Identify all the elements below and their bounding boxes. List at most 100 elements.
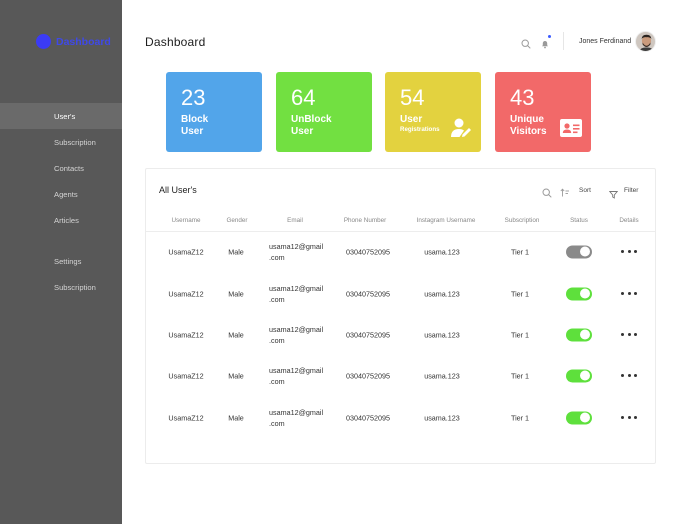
stat-value: 23: [181, 85, 206, 110]
contact-card-icon: [559, 116, 583, 140]
cell-subscription: Tier 1: [510, 330, 530, 339]
toggle-knob: [580, 329, 590, 340]
brand-logo-icon: [36, 34, 51, 49]
table-row[interactable]: UsamaZ12 Male usama12@gmail .com 03040752095…: [146, 231, 655, 272]
cell-email-line1: usama12@gmail: [269, 241, 324, 251]
table-row[interactable]: UsamaZ12 Male usama12@gmail .com 03040752095…: [146, 397, 655, 438]
header-divider-line: [146, 231, 655, 232]
cell-phone: 03040752095: [346, 330, 390, 339]
column-header-instagram[interactable]: Instagram Username: [416, 217, 476, 224]
column-header-subscription[interactable]: Subscription: [504, 217, 540, 224]
cell-username: UsamaZ12: [168, 289, 204, 298]
cell-email-line2: .com: [269, 335, 285, 345]
filter-icon[interactable]: [608, 186, 619, 199]
column-header-status[interactable]: Status: [570, 217, 588, 224]
filter-button[interactable]: Filter: [624, 187, 639, 194]
column-header-username[interactable]: Username: [171, 217, 201, 224]
table-search-icon[interactable]: [542, 185, 552, 198]
sidebar-item-label: Subscription: [54, 137, 96, 147]
table-row[interactable]: UsamaZ12 Male usama12@gmail .com 03040752095…: [146, 314, 655, 355]
user-edit-icon: [449, 116, 473, 140]
cell-gender: Male: [228, 371, 244, 380]
stat-label-line1: UnBlock: [291, 114, 332, 125]
stat-card-unblock-user[interactable]: 64 UnBlock User: [276, 72, 372, 152]
page-title: Dashboard: [145, 35, 206, 49]
more-options-icon[interactable]: [621, 331, 637, 339]
sort-button[interactable]: Sort: [579, 187, 591, 194]
status-toggle[interactable]: [566, 245, 592, 258]
status-toggle[interactable]: [566, 411, 592, 424]
column-header-details[interactable]: Details: [619, 217, 639, 224]
brand[interactable]: Dashboard: [36, 34, 111, 49]
header-divider: [563, 32, 564, 50]
sidebar-item-label: Settings: [54, 256, 82, 266]
cell-subscription: Tier 1: [510, 247, 530, 256]
column-header-email[interactable]: Email: [287, 217, 303, 224]
more-options-icon[interactable]: [621, 248, 637, 256]
cell-username: UsamaZ12: [168, 413, 204, 422]
cell-gender: Male: [228, 289, 244, 298]
sidebar-item-subscription-2[interactable]: Subscription: [0, 274, 122, 300]
cell-username: UsamaZ12: [168, 330, 204, 339]
stat-label-line2: Visitors: [510, 126, 547, 137]
sidebar-item-articles[interactable]: Articles: [0, 207, 122, 233]
cell-instagram: usama.123: [424, 247, 460, 256]
stat-card-block-user[interactable]: 23 Block User: [166, 72, 262, 152]
sidebar-item-label: Subscription: [54, 282, 96, 292]
cell-subscription: Tier 1: [510, 371, 530, 380]
table-row[interactable]: UsamaZ12 Male usama12@gmail .com 03040752095…: [146, 273, 655, 314]
column-header-phone[interactable]: Phone Number: [343, 217, 387, 224]
stat-card-unique-visitors[interactable]: 43 Unique Visitors: [495, 72, 591, 152]
cell-subscription: Tier 1: [510, 289, 530, 298]
more-options-icon[interactable]: [621, 414, 637, 422]
user-name[interactable]: Jones Ferdinand: [579, 38, 632, 45]
stat-value: 54: [400, 85, 425, 110]
sidebar-item-agents[interactable]: Agents: [0, 181, 122, 207]
table-row[interactable]: UsamaZ12 Male usama12@gmail .com 03040752095…: [146, 355, 655, 396]
sidebar-item-subscription[interactable]: Subscription: [0, 129, 122, 155]
more-options-icon[interactable]: [621, 372, 637, 380]
stat-label-line1: User: [400, 114, 423, 125]
cell-phone: 03040752095: [346, 371, 390, 380]
cell-instagram: usama.123: [424, 371, 460, 380]
sidebar-item-users[interactable]: User's: [0, 103, 122, 129]
sidebar-item-label: Articles: [54, 215, 79, 225]
cell-email-line2: .com: [269, 294, 285, 304]
status-toggle[interactable]: [566, 369, 592, 382]
stat-label-line2: User: [291, 126, 314, 137]
stat-label: Block User: [181, 114, 208, 138]
search-icon[interactable]: [521, 36, 531, 49]
stat-label-line1: Unique: [510, 114, 544, 125]
bell-icon[interactable]: [540, 35, 551, 49]
cell-email: usama12@gmail .com: [269, 283, 323, 305]
users-table-panel: All User's Sort Filter Username Gender E…: [145, 168, 656, 464]
cell-email-line1: usama12@gmail: [269, 365, 324, 375]
stat-value: 43: [510, 85, 535, 110]
cell-email-line2: .com: [269, 376, 285, 386]
cell-username: UsamaZ12: [168, 371, 204, 380]
toggle-knob: [580, 370, 590, 381]
sidebar-item-label: Agents: [54, 189, 78, 199]
cell-email-line1: usama12@gmail: [269, 283, 324, 293]
cell-email-line1: usama12@gmail: [269, 324, 324, 334]
cell-phone: 03040752095: [346, 289, 390, 298]
stat-label-line1: Block: [181, 114, 209, 125]
more-options-icon[interactable]: [621, 290, 637, 298]
stat-value: 64: [291, 85, 316, 110]
cell-email-line2: .com: [269, 252, 285, 262]
cell-email: usama12@gmail .com: [269, 407, 323, 429]
toggle-knob: [580, 246, 590, 257]
sidebar-item-label: User's: [54, 111, 76, 121]
avatar[interactable]: [635, 31, 656, 52]
sidebar-item-settings[interactable]: Settings: [0, 248, 122, 274]
stat-label: User Registrations: [400, 114, 440, 134]
stat-label-line2: Registrations: [400, 126, 440, 133]
status-toggle[interactable]: [566, 287, 592, 300]
sidebar-item-contacts[interactable]: Contacts: [0, 155, 122, 181]
cell-email: usama12@gmail .com: [269, 324, 323, 346]
sort-icon[interactable]: [560, 185, 570, 197]
column-header-gender[interactable]: Gender: [226, 217, 248, 224]
status-toggle[interactable]: [566, 328, 592, 341]
sidebar-item-label: Contacts: [54, 163, 84, 173]
stat-card-user-registrations[interactable]: 54 User Registrations: [385, 72, 481, 152]
